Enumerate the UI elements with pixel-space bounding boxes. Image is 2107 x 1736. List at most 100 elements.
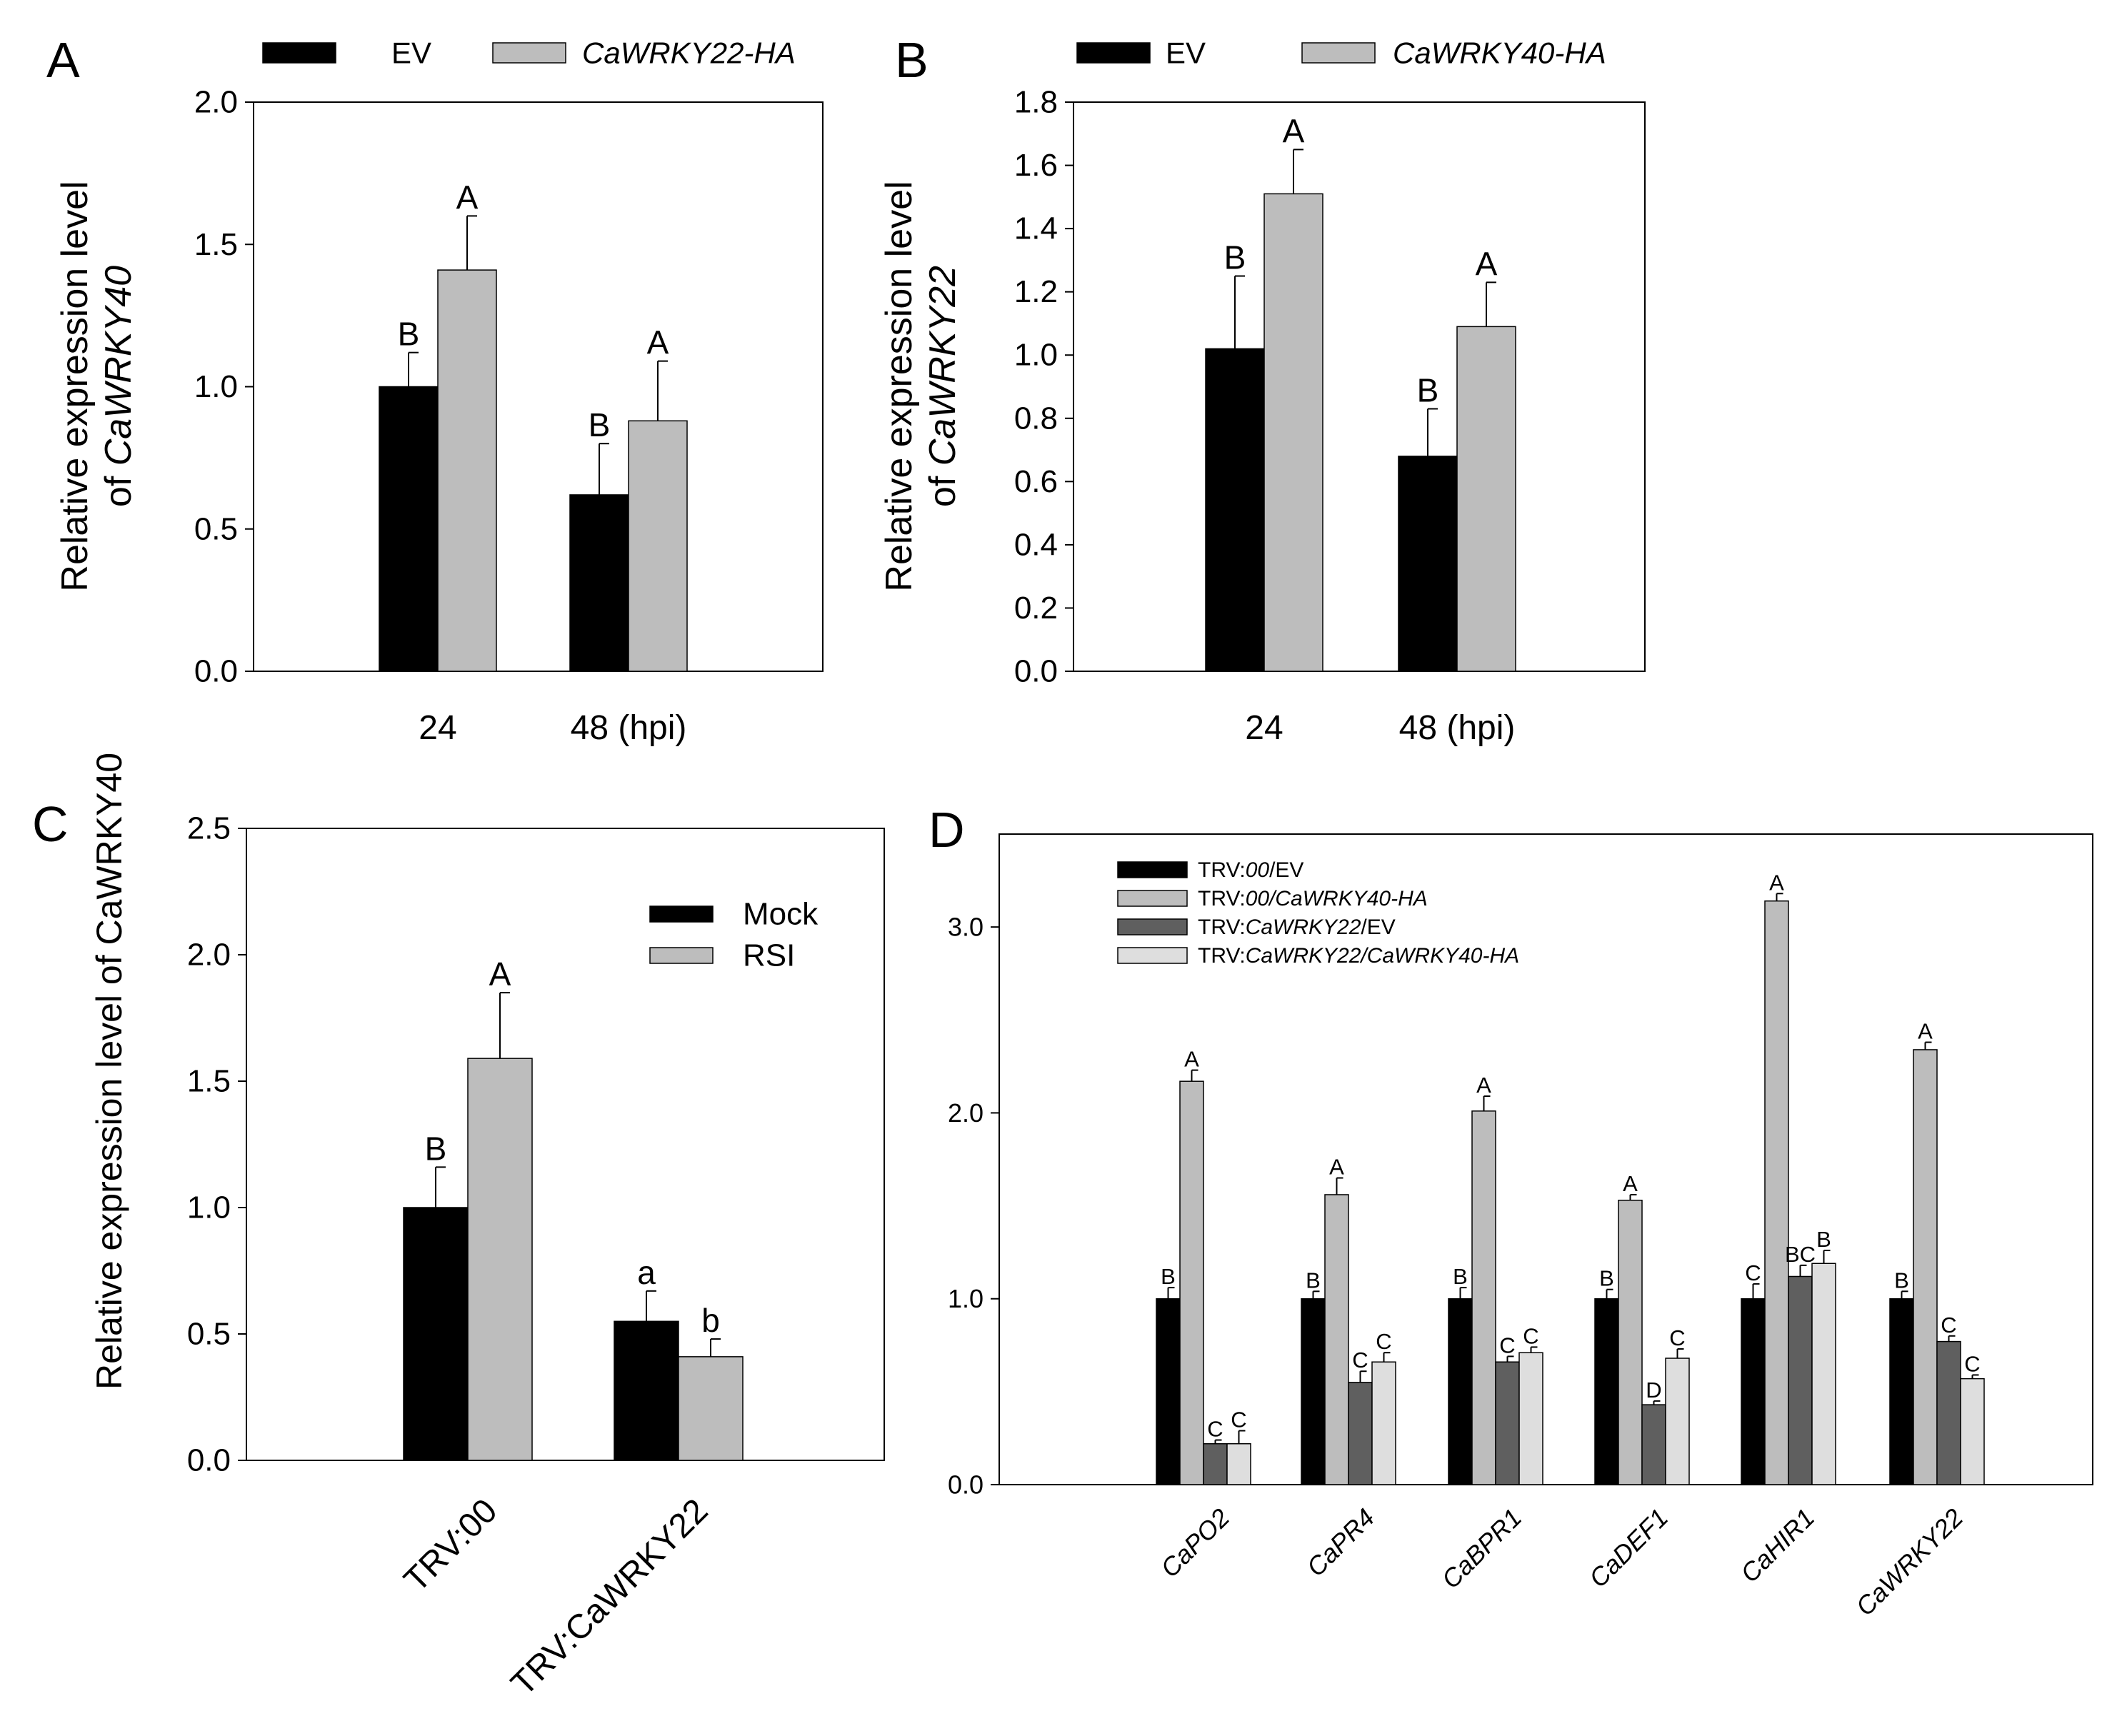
significance-letter: C: [1523, 1323, 1538, 1348]
bar: [1324, 1194, 1349, 1485]
significance-letter: a: [637, 1254, 656, 1291]
legend-swatch: [1117, 947, 1188, 964]
legend-label-part: CaWRKY22: [1246, 915, 1361, 939]
y-tick-label: 0.8: [1014, 401, 1058, 436]
legend-label: CaWRKY40-HA: [1393, 36, 1606, 70]
bar: [569, 494, 629, 672]
significance-letter: C: [1207, 1417, 1223, 1442]
legend-label-part: /EV: [1269, 858, 1303, 882]
y-tick-label: 0.4: [1014, 527, 1058, 562]
legend-label-part: TRV:: [1198, 887, 1246, 910]
significance-letter: B: [1599, 1266, 1614, 1291]
y-axis-label-part: of: [922, 466, 964, 507]
bar: [1205, 348, 1265, 672]
category-label: 48 (hpi): [1399, 709, 1516, 747]
significance-letter: A: [1184, 1047, 1199, 1072]
significance-letter: A: [1623, 1171, 1638, 1196]
y-tick-label: 2.0: [187, 938, 231, 973]
significance-letter: C: [1964, 1351, 1980, 1376]
y-axis-label: Relative expression level: [54, 181, 96, 591]
significance-letter: A: [489, 955, 511, 993]
y-tick-label: 2.5: [187, 811, 231, 846]
y-tick-label: 3.0: [948, 913, 984, 942]
legend-swatch: [1076, 42, 1151, 64]
significance-letter: C: [1499, 1333, 1515, 1358]
y-tick-label: 2.0: [948, 1098, 984, 1128]
significance-letter: A: [647, 324, 669, 361]
significance-letter: C: [1231, 1408, 1246, 1433]
bar: [1348, 1382, 1373, 1485]
legend-swatch: [1117, 918, 1188, 935]
bar: [614, 1320, 679, 1461]
y-tick-label: 0.0: [194, 654, 238, 689]
legend-label: EV: [1166, 36, 1206, 70]
bar: [1456, 326, 1516, 672]
y-tick-label: 1.0: [948, 1284, 984, 1313]
bar: [1936, 1340, 1961, 1485]
bar: [1788, 1275, 1813, 1485]
significance-letter: B: [1306, 1268, 1321, 1293]
y-tick-label: 1.4: [1014, 211, 1058, 246]
plot-frame: [1073, 101, 1646, 672]
bar: [1764, 900, 1789, 1485]
y-tick-label: 0.5: [194, 511, 238, 546]
bar: [437, 269, 497, 672]
bar: [1179, 1080, 1204, 1485]
bar: [1665, 1358, 1690, 1485]
significance-letter: B: [1894, 1268, 1909, 1293]
significance-letter: A: [1918, 1019, 1933, 1044]
legend-label: TRV:00/EV: [1198, 858, 1303, 882]
significance-letter: B: [425, 1130, 447, 1167]
legend-label-part: 00/CaWRKY40-HA: [1246, 887, 1428, 910]
panel-label: A: [46, 32, 80, 88]
y-tick-label: 2.0: [194, 85, 238, 120]
legend-label-part: TRV:: [1198, 944, 1246, 968]
y-axis-label: of CaWRKY22: [922, 266, 964, 507]
bar: [628, 420, 688, 672]
significance-letter: A: [456, 179, 479, 216]
legend-label: CaWRKY22-HA: [582, 36, 796, 70]
legend-label: TRV:CaWRKY22/CaWRKY40-HA: [1198, 944, 1519, 968]
significance-letter: B: [1224, 239, 1246, 276]
legend-label-part: 00: [1246, 858, 1270, 882]
category-label: 48 (hpi): [571, 709, 687, 747]
bar: [1495, 1361, 1520, 1485]
legend-label-part: CaWRKY22/CaWRKY40-HA: [1246, 944, 1519, 968]
y-tick-label: 0.0: [187, 1443, 231, 1478]
y-tick-label: 1.0: [1014, 338, 1058, 373]
bar: [1301, 1298, 1326, 1485]
bar: [1618, 1200, 1643, 1485]
y-tick-label: 0.0: [1014, 654, 1058, 689]
y-tick-label: 1.0: [194, 369, 238, 404]
significance-letter: C: [1352, 1348, 1368, 1373]
bar: [678, 1356, 744, 1461]
significance-letter: C: [1376, 1329, 1391, 1354]
significance-letter: B: [1816, 1227, 1831, 1252]
y-tick-label: 1.6: [1014, 148, 1058, 183]
y-tick-label: 1.0: [187, 1190, 231, 1225]
legend-swatch: [492, 42, 566, 64]
y-tick-label: 1.2: [1014, 274, 1058, 309]
significance-letter: A: [1476, 245, 1498, 282]
legend-swatch: [649, 905, 714, 923]
bar: [1741, 1298, 1766, 1485]
y-tick-label: 1.8: [1014, 85, 1058, 120]
y-axis-label: Relative expression level of CaWRKY40: [89, 753, 129, 1390]
significance-letter: A: [1329, 1155, 1344, 1180]
bar: [1156, 1298, 1181, 1485]
significance-letter: b: [701, 1302, 720, 1339]
bar: [1641, 1404, 1666, 1485]
y-tick-label: 0.6: [1014, 464, 1058, 499]
panel-label: B: [895, 32, 929, 88]
y-axis-label-gene: CaWRKY40: [98, 266, 139, 466]
significance-letter: A: [1769, 870, 1784, 895]
significance-letter: C: [1669, 1325, 1685, 1350]
plot-frame: [999, 833, 2093, 1485]
significance-letter: D: [1646, 1378, 1661, 1403]
bar: [1471, 1110, 1496, 1485]
significance-letter: C: [1941, 1313, 1956, 1338]
legend-swatch: [1117, 890, 1188, 907]
panel-label: C: [32, 796, 69, 852]
bar: [1889, 1298, 1914, 1485]
